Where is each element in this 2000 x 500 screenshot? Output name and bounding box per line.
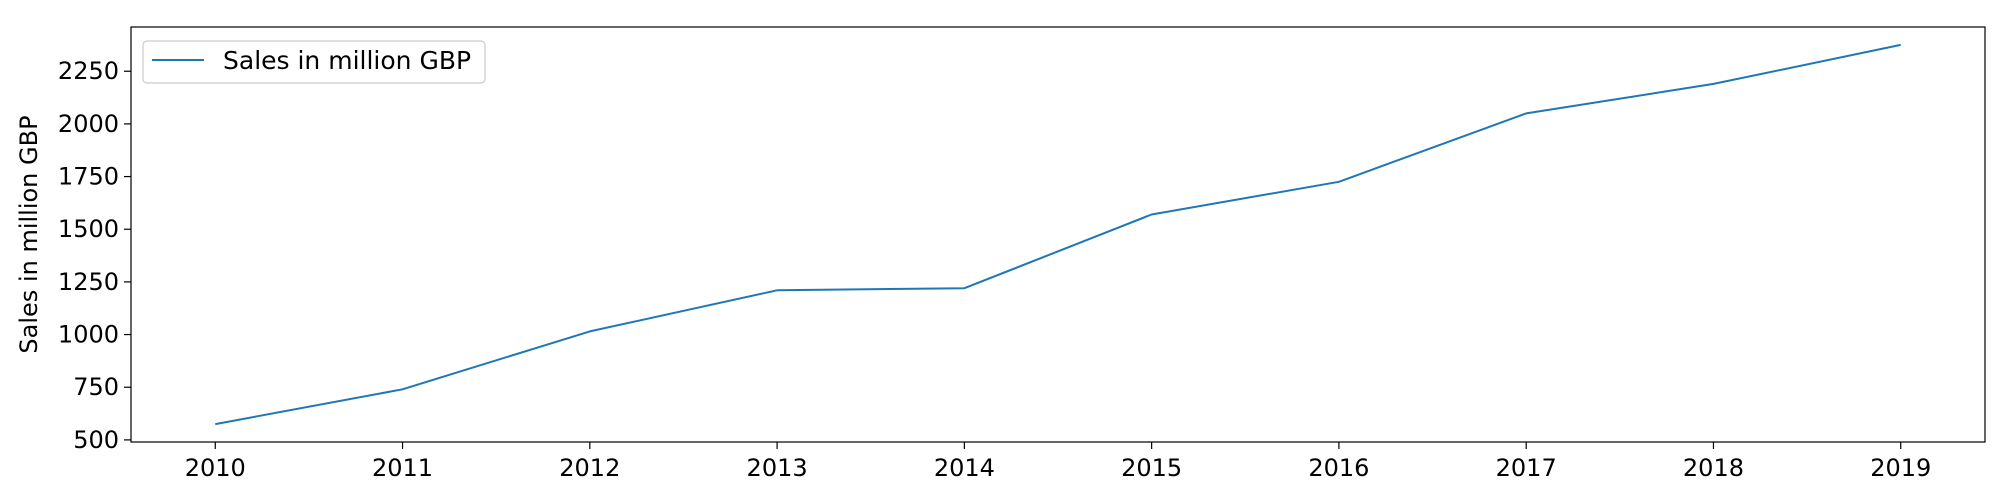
x-tick-label: 2018 (1683, 454, 1744, 482)
x-tick-label: 2011 (372, 454, 433, 482)
y-axis-label: Sales in million GBP (15, 115, 43, 353)
x-axis-ticks: 2010 2011 2012 2013 2014 2015 2016 2017 2018 2019 (185, 442, 1931, 482)
series-layer (215, 43, 1901, 426)
y-tick-label: 1750 (58, 163, 119, 191)
legend-box (142, 40, 486, 84)
x-tick-label: 2016 (1308, 454, 1369, 482)
legend: Sales in million GBP (142, 40, 486, 84)
x-tick-label: 2013 (747, 454, 808, 482)
y-tick-label: 2000 (58, 110, 119, 138)
legend-label: Sales in million GBP (223, 46, 471, 75)
y-axis-ticks: 500 750 1000 1250 1500 1750 2000 2250 (58, 57, 131, 454)
x-tick-label: 2014 (934, 454, 995, 482)
y-tick-label: 750 (73, 373, 119, 401)
y-tick-label: 1000 (58, 321, 119, 349)
x-tick-label: 2015 (1121, 454, 1182, 482)
y-tick-label: 500 (73, 426, 119, 454)
y-tick-label: 1500 (58, 215, 119, 243)
x-tick-label: 2019 (1870, 454, 1931, 482)
x-tick-label: 2010 (185, 454, 246, 482)
y-tick-label: 1250 (58, 268, 119, 296)
x-tick-label: 2017 (1496, 454, 1557, 482)
y-tick-label: 2250 (58, 57, 119, 85)
plot-area-frame (130, 26, 1986, 443)
series-line-0 (215, 43, 1901, 426)
x-tick-label: 2012 (559, 454, 620, 482)
